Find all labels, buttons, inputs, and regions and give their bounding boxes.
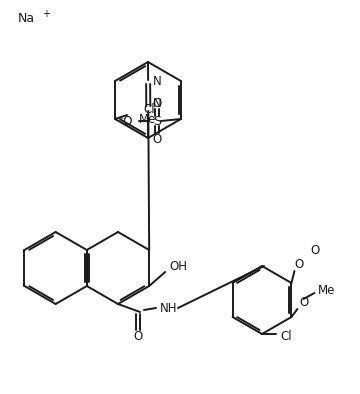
Text: Me: Me	[139, 113, 157, 126]
Text: O: O	[295, 258, 304, 271]
Text: O: O	[152, 97, 162, 110]
Text: O: O	[300, 297, 309, 310]
Text: O: O	[311, 243, 320, 256]
Text: OH: OH	[169, 260, 187, 273]
Text: O: O	[133, 331, 143, 344]
Text: Cl: Cl	[143, 102, 155, 115]
Text: Cl: Cl	[280, 329, 292, 342]
Text: N: N	[153, 76, 162, 89]
Text: ⁻O: ⁻O	[117, 115, 133, 128]
Text: Na: Na	[18, 11, 35, 24]
Text: O: O	[152, 132, 162, 145]
Text: +: +	[42, 9, 50, 19]
Text: Me: Me	[318, 284, 335, 297]
Text: NH: NH	[160, 301, 177, 314]
Text: S: S	[153, 115, 161, 128]
Text: N: N	[153, 97, 162, 110]
